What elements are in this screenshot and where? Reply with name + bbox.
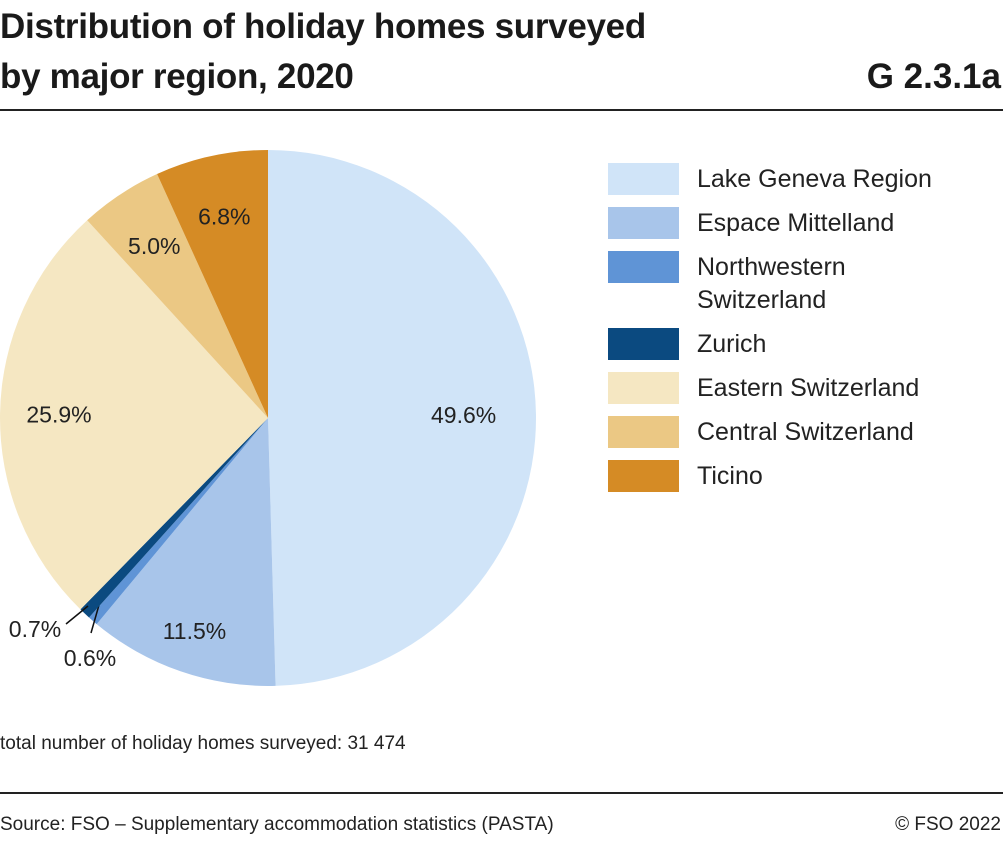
pie-slice-central-switzerland	[87, 174, 268, 418]
pie-slice-ticino	[157, 150, 268, 418]
data-label-zurich: 0.7%	[9, 616, 61, 642]
legend-item-lake-geneva-region: Lake Geneva Region	[608, 163, 987, 196]
legend-label: Zurich	[697, 330, 767, 358]
data-label-eastern-switzerland: 25.9%	[26, 401, 91, 427]
legend: Lake Geneva Region Espace Mittelland North…	[608, 163, 987, 504]
legend-label: Ticino	[697, 462, 763, 490]
title-line-2: by major region, 2020	[0, 57, 354, 96]
leader-line-zurich	[65, 605, 89, 625]
pie-chart: 49.6% 11.5% 0.6%0.7% 25.9% 5.0% 6.8%	[0, 150, 536, 686]
legend-item-central-switzerland: Central Switzerland	[608, 416, 987, 449]
legend-swatch	[608, 372, 679, 404]
legend-item-eastern-switzerland: Eastern Switzerland	[608, 372, 987, 405]
legend-item-espace-mittelland: Espace Mittelland	[608, 207, 987, 240]
legend-swatch	[608, 460, 679, 492]
data-label-espace-mittelland: 11.5%	[163, 618, 227, 644]
data-label-northwestern-switzerland: 0.6%	[64, 645, 116, 671]
legend-label: Lake Geneva Region	[697, 165, 932, 193]
top-divider	[0, 109, 1003, 111]
source-text: Source: FSO – Supplementary accommodatio…	[0, 814, 554, 835]
copyright-text: © FSO 2022	[895, 814, 1001, 835]
legend-swatch	[608, 163, 679, 195]
chart-title: Distribution of holiday homes surveyed b…	[0, 2, 646, 102]
legend-item-ticino: Ticino	[608, 460, 987, 493]
pie-slice-espace-mittelland	[96, 418, 276, 686]
chart-code: G 2.3.1a	[866, 57, 1001, 96]
legend-swatch	[608, 251, 679, 283]
legend-swatch	[608, 416, 679, 448]
legend-label: Espace Mittelland	[697, 209, 895, 237]
bottom-divider	[0, 792, 1003, 794]
data-label-central-switzerland: 5.0%	[128, 233, 180, 259]
pie-slice-northwestern-switzerland	[89, 418, 268, 625]
pie-slice-zurich	[80, 418, 269, 618]
legend-label: Central Switzerland	[697, 418, 914, 446]
legend-label: Northwestern Switzerland	[697, 253, 846, 314]
pie-slice-lake-geneva-region	[268, 150, 536, 686]
leader-line-northwestern-switzerland	[90, 604, 100, 634]
legend-item-northwestern-switzerland: Northwestern Switzerland	[608, 251, 987, 317]
legend-swatch	[608, 328, 679, 360]
title-line-1: Distribution of holiday homes surveyed	[0, 7, 646, 46]
legend-item-zurich: Zurich	[608, 328, 987, 361]
data-label-ticino: 6.8%	[198, 203, 250, 229]
pie-slice-eastern-switzerland	[0, 220, 268, 610]
total-note: total number of holiday homes surveyed: …	[0, 733, 406, 754]
legend-label: Eastern Switzerland	[697, 374, 920, 402]
data-label-lake-geneva-region: 49.6%	[431, 402, 496, 428]
legend-swatch	[608, 207, 679, 239]
